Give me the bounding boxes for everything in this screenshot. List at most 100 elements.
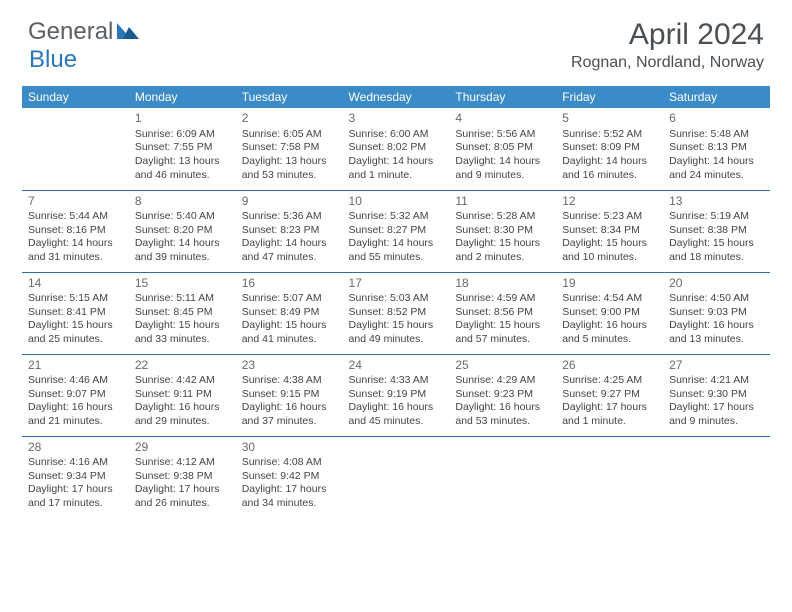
sunrise-text: Sunrise: 5:03 AM <box>349 292 444 306</box>
sunrise-text: Sunrise: 4:25 AM <box>562 374 657 388</box>
sunset-text: Sunset: 8:20 PM <box>135 224 230 238</box>
calendar-row: 21Sunrise: 4:46 AMSunset: 9:07 PMDayligh… <box>22 354 770 436</box>
day-number: 21 <box>28 358 123 374</box>
calendar-cell: 26Sunrise: 4:25 AMSunset: 9:27 PMDayligh… <box>556 354 663 436</box>
sunset-text: Sunset: 8:09 PM <box>562 141 657 155</box>
logo-text-blue: Blue <box>29 46 77 74</box>
sunset-text: Sunset: 9:27 PM <box>562 388 657 402</box>
day-number: 26 <box>562 358 657 374</box>
calendar-cell: 16Sunrise: 5:07 AMSunset: 8:49 PMDayligh… <box>236 272 343 354</box>
calendar-cell: 22Sunrise: 4:42 AMSunset: 9:11 PMDayligh… <box>129 354 236 436</box>
day-number: 11 <box>455 194 550 210</box>
day-number: 10 <box>349 194 444 210</box>
sunrise-text: Sunrise: 4:29 AM <box>455 374 550 388</box>
day-number: 5 <box>562 111 657 127</box>
sunrise-text: Sunrise: 4:50 AM <box>669 292 764 306</box>
calendar-cell: 13Sunrise: 5:19 AMSunset: 8:38 PMDayligh… <box>663 190 770 272</box>
day-header: Sunday <box>22 86 129 108</box>
sunrise-text: Sunrise: 5:28 AM <box>455 210 550 224</box>
sunset-text: Sunset: 9:38 PM <box>135 470 230 484</box>
day-number: 1 <box>135 111 230 127</box>
sunrise-text: Sunrise: 5:15 AM <box>28 292 123 306</box>
day-number: 22 <box>135 358 230 374</box>
daylight-text: Daylight: 14 hours and 16 minutes. <box>562 155 657 182</box>
daylight-text: Daylight: 16 hours and 37 minutes. <box>242 401 337 428</box>
sunrise-text: Sunrise: 5:40 AM <box>135 210 230 224</box>
calendar-cell-empty <box>556 436 663 518</box>
sunset-text: Sunset: 8:41 PM <box>28 306 123 320</box>
daylight-text: Daylight: 17 hours and 26 minutes. <box>135 483 230 510</box>
logo: General <box>28 18 139 46</box>
day-header: Friday <box>556 86 663 108</box>
sunrise-text: Sunrise: 5:23 AM <box>562 210 657 224</box>
day-number: 8 <box>135 194 230 210</box>
sunset-text: Sunset: 8:23 PM <box>242 224 337 238</box>
sunset-text: Sunset: 8:45 PM <box>135 306 230 320</box>
sunset-text: Sunset: 8:30 PM <box>455 224 550 238</box>
daylight-text: Daylight: 15 hours and 25 minutes. <box>28 319 123 346</box>
sunset-text: Sunset: 9:30 PM <box>669 388 764 402</box>
calendar-cell: 5Sunrise: 5:52 AMSunset: 8:09 PMDaylight… <box>556 108 663 190</box>
day-number: 24 <box>349 358 444 374</box>
sunset-text: Sunset: 8:34 PM <box>562 224 657 238</box>
day-number: 16 <box>242 276 337 292</box>
sunrise-text: Sunrise: 4:16 AM <box>28 456 123 470</box>
sunrise-text: Sunrise: 4:54 AM <box>562 292 657 306</box>
sunset-text: Sunset: 9:11 PM <box>135 388 230 402</box>
day-number: 18 <box>455 276 550 292</box>
calendar-cell: 27Sunrise: 4:21 AMSunset: 9:30 PMDayligh… <box>663 354 770 436</box>
sunrise-text: Sunrise: 5:19 AM <box>669 210 764 224</box>
daylight-text: Daylight: 13 hours and 46 minutes. <box>135 155 230 182</box>
calendar-cell: 25Sunrise: 4:29 AMSunset: 9:23 PMDayligh… <box>449 354 556 436</box>
calendar-cell: 15Sunrise: 5:11 AMSunset: 8:45 PMDayligh… <box>129 272 236 354</box>
sunset-text: Sunset: 8:49 PM <box>242 306 337 320</box>
sunrise-text: Sunrise: 4:42 AM <box>135 374 230 388</box>
daylight-text: Daylight: 16 hours and 29 minutes. <box>135 401 230 428</box>
daylight-text: Daylight: 15 hours and 18 minutes. <box>669 237 764 264</box>
sunset-text: Sunset: 8:13 PM <box>669 141 764 155</box>
day-number: 9 <box>242 194 337 210</box>
sunrise-text: Sunrise: 5:48 AM <box>669 128 764 142</box>
day-number: 13 <box>669 194 764 210</box>
sunrise-text: Sunrise: 5:07 AM <box>242 292 337 306</box>
day-number: 27 <box>669 358 764 374</box>
sunset-text: Sunset: 8:38 PM <box>669 224 764 238</box>
calendar-cell: 21Sunrise: 4:46 AMSunset: 9:07 PMDayligh… <box>22 354 129 436</box>
calendar-table: SundayMondayTuesdayWednesdayThursdayFrid… <box>22 86 770 518</box>
calendar-cell: 18Sunrise: 4:59 AMSunset: 8:56 PMDayligh… <box>449 272 556 354</box>
sunrise-text: Sunrise: 4:46 AM <box>28 374 123 388</box>
sunrise-text: Sunrise: 4:21 AM <box>669 374 764 388</box>
calendar-row: 14Sunrise: 5:15 AMSunset: 8:41 PMDayligh… <box>22 272 770 354</box>
day-number: 23 <box>242 358 337 374</box>
header: General April 2024 Rognan, Nordland, Nor… <box>0 0 792 78</box>
daylight-text: Daylight: 17 hours and 17 minutes. <box>28 483 123 510</box>
daylight-text: Daylight: 13 hours and 53 minutes. <box>242 155 337 182</box>
day-number: 20 <box>669 276 764 292</box>
calendar-cell: 11Sunrise: 5:28 AMSunset: 8:30 PMDayligh… <box>449 190 556 272</box>
day-number: 3 <box>349 111 444 127</box>
sunset-text: Sunset: 8:56 PM <box>455 306 550 320</box>
daylight-text: Daylight: 14 hours and 55 minutes. <box>349 237 444 264</box>
daylight-text: Daylight: 17 hours and 9 minutes. <box>669 401 764 428</box>
calendar-cell: 10Sunrise: 5:32 AMSunset: 8:27 PMDayligh… <box>343 190 450 272</box>
calendar-row: 28Sunrise: 4:16 AMSunset: 9:34 PMDayligh… <box>22 436 770 518</box>
daylight-text: Daylight: 16 hours and 45 minutes. <box>349 401 444 428</box>
sunset-text: Sunset: 9:42 PM <box>242 470 337 484</box>
sunset-text: Sunset: 9:34 PM <box>28 470 123 484</box>
day-header: Monday <box>129 86 236 108</box>
sunrise-text: Sunrise: 6:00 AM <box>349 128 444 142</box>
sunrise-text: Sunrise: 5:44 AM <box>28 210 123 224</box>
day-header: Wednesday <box>343 86 450 108</box>
day-number: 25 <box>455 358 550 374</box>
sunrise-text: Sunrise: 4:33 AM <box>349 374 444 388</box>
calendar-body: 1Sunrise: 6:09 AMSunset: 7:55 PMDaylight… <box>22 108 770 518</box>
sunset-text: Sunset: 8:16 PM <box>28 224 123 238</box>
sunset-text: Sunset: 9:03 PM <box>669 306 764 320</box>
day-number: 30 <box>242 440 337 456</box>
daylight-text: Daylight: 15 hours and 10 minutes. <box>562 237 657 264</box>
daylight-text: Daylight: 14 hours and 1 minute. <box>349 155 444 182</box>
calendar-cell: 19Sunrise: 4:54 AMSunset: 9:00 PMDayligh… <box>556 272 663 354</box>
day-number: 19 <box>562 276 657 292</box>
calendar-cell: 20Sunrise: 4:50 AMSunset: 9:03 PMDayligh… <box>663 272 770 354</box>
daylight-text: Daylight: 15 hours and 33 minutes. <box>135 319 230 346</box>
